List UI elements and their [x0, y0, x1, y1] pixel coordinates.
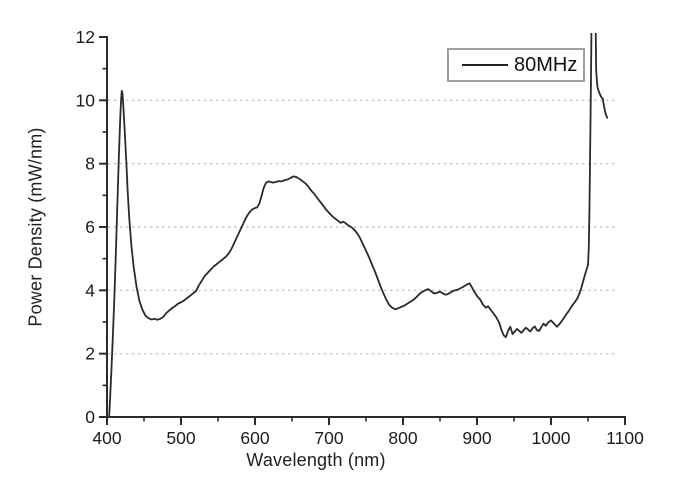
y-tick-label-0: 0	[85, 407, 95, 427]
series-line-80mhz	[108, 33, 609, 417]
y-tick-label-2: 2	[85, 344, 95, 364]
x-tick-label-400: 400	[92, 428, 121, 448]
x-tick-label-600: 600	[240, 428, 269, 448]
x-tick-label-900: 900	[462, 428, 491, 448]
legend-line-sample-icon	[462, 64, 508, 66]
x-axis-title: Wavelength (nm)	[246, 450, 386, 470]
legend-series-label: 80MHz	[514, 53, 578, 76]
x-tick-label-1000: 1000	[532, 428, 571, 448]
y-tick-label-4: 4	[85, 280, 95, 300]
x-tick-label-700: 700	[314, 428, 343, 448]
x-tick-label-500: 500	[166, 428, 195, 448]
y-tick-label-8: 8	[85, 154, 95, 174]
y-tick-label-10: 10	[76, 90, 96, 110]
legend-box: 80MHz	[447, 48, 585, 82]
x-tick-label-1100: 1100	[606, 428, 644, 448]
y-tick-label-6: 6	[85, 217, 95, 237]
x-tick-label-800: 800	[388, 428, 417, 448]
y-axis-title: Power Density (mW/nm)	[25, 127, 46, 327]
y-tick-label-12: 12	[76, 27, 95, 47]
